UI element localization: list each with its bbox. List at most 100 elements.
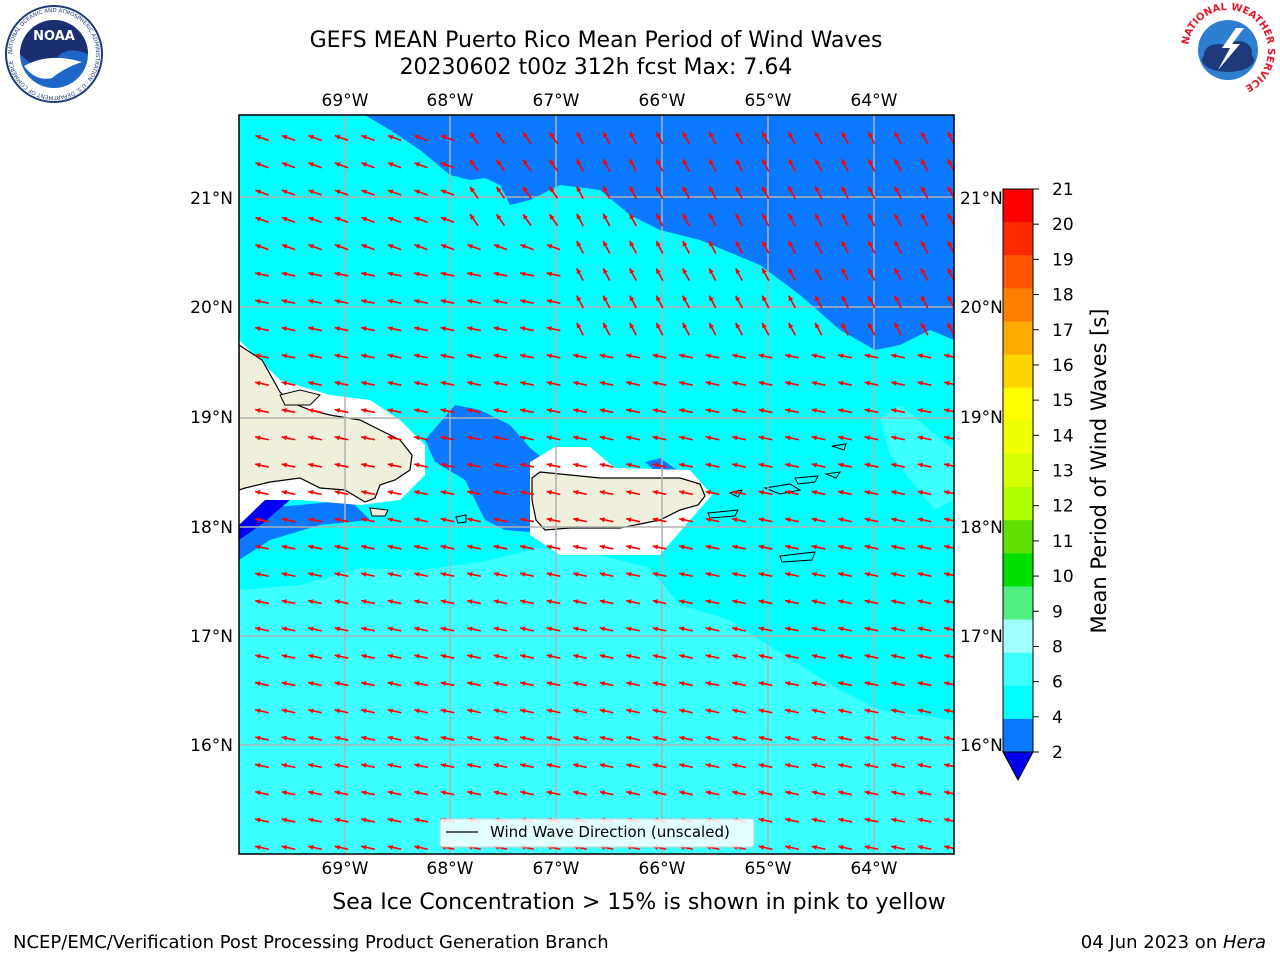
wave-direction-arrow: [867, 322, 876, 336]
wave-direction-arrow: [572, 571, 588, 578]
lat-label: 20°N: [190, 298, 233, 318]
wave-direction-arrow: [652, 490, 667, 496]
wave-direction-arrow: [360, 599, 376, 605]
wave-direction-arrow: [867, 131, 876, 145]
wave-direction-arrow: [837, 626, 853, 632]
wave-direction-arrow: [576, 295, 584, 309]
wave-direction-arrow: [947, 186, 954, 200]
land-st-croix: [779, 551, 816, 563]
lon-label: 66°W: [639, 91, 686, 111]
wave-direction-arrow: [281, 653, 296, 659]
wave-direction-arrow: [625, 763, 641, 769]
wave-direction-arrow: [708, 322, 717, 336]
wave-direction-arrow: [682, 240, 690, 254]
wave-direction-arrow: [360, 490, 376, 496]
wave-direction-arrow: [599, 763, 614, 769]
wave-direction-arrow: [761, 240, 770, 254]
wave-direction-arrow: [413, 271, 429, 277]
wave-direction-arrow: [920, 131, 929, 145]
wave-direction-arrow: [811, 353, 826, 359]
wave-direction-arrow: [599, 380, 614, 386]
wave-direction-arrow: [360, 681, 376, 687]
wave-direction-arrow: [360, 653, 376, 659]
wave-direction-arrow: [784, 735, 800, 741]
wave-direction-arrow: [678, 517, 694, 523]
wave-direction-arrow: [466, 763, 482, 769]
wave-direction-arrow: [708, 240, 717, 254]
wave-direction-arrow: [890, 435, 906, 441]
colorbar-segment: [1003, 619, 1033, 654]
wave-direction-arrow: [758, 844, 773, 851]
wave-direction-arrow: [466, 735, 482, 741]
wave-direction-arrow: [466, 517, 482, 523]
wave-direction-arrow: [625, 380, 641, 386]
wave-direction-arrow: [758, 708, 773, 714]
wave-direction-arrow: [599, 353, 614, 359]
wave-direction-arrow: [466, 408, 482, 414]
wave-direction-arrow: [837, 763, 853, 769]
wave-direction-arrow: [735, 186, 743, 200]
wave-direction-arrow: [281, 216, 296, 224]
wave-direction-arrow: [890, 844, 906, 851]
wave-direction-arrow: [413, 380, 429, 386]
wave-direction-arrow: [360, 844, 376, 851]
wave-direction-arrow: [576, 131, 584, 145]
wave-direction-arrow: [682, 131, 690, 145]
wave-direction-arrow: [652, 435, 667, 441]
wave-direction-arrow: [413, 763, 429, 769]
wave-direction-arrow: [572, 490, 588, 496]
wave-direction-arrow: [678, 653, 694, 659]
wave-direction-arrow: [837, 681, 853, 687]
wave-direction-arrow: [387, 817, 402, 823]
wave-direction-arrow: [758, 380, 773, 386]
wave-direction-arrow: [811, 571, 826, 578]
wave-direction-arrow: [546, 435, 561, 441]
wave-direction-arrow: [629, 240, 637, 254]
wave-direction-arrow: [920, 295, 929, 309]
wave-direction-arrow: [254, 735, 270, 741]
wave-direction-arrow: [890, 735, 906, 741]
wave-direction-arrow: [546, 626, 561, 632]
wave-direction-arrow: [920, 322, 929, 336]
wave-direction-arrow: [334, 380, 349, 386]
wave-direction-arrow: [572, 763, 588, 769]
wave-direction-arrow: [678, 490, 694, 496]
wave-direction-arrow: [307, 408, 323, 414]
wave-direction-arrow: [281, 326, 296, 332]
wave-direction-arrow: [655, 131, 664, 145]
wave-direction-arrow: [546, 571, 561, 578]
wave-direction-arrow: [788, 267, 796, 282]
wave-direction-arrow: [811, 735, 826, 741]
wave-direction-arrow: [519, 763, 535, 769]
colorbar-tick-label: 9: [1052, 602, 1063, 622]
wave-direction-arrow: [466, 681, 482, 687]
wave-direction-arrow: [334, 271, 349, 277]
wave-direction-arrow: [920, 267, 929, 282]
wave-direction-arrow: [625, 435, 641, 441]
wave-direction-arrow: [682, 158, 690, 172]
wave-direction-arrow: [546, 599, 561, 605]
wave-direction-arrow: [917, 517, 932, 523]
wave-direction-arrow: [917, 681, 932, 687]
wave-direction-arrow: [307, 681, 323, 687]
wave-direction-arrow: [519, 735, 535, 741]
wave-direction-arrow: [440, 517, 455, 523]
wave-direction-arrow: [788, 131, 796, 145]
wave-direction-arrow: [493, 380, 508, 386]
wave-direction-arrow: [705, 544, 720, 550]
wave-direction-arrow: [917, 462, 932, 468]
wave-direction-arrow: [599, 790, 614, 796]
wave-direction-arrow: [947, 267, 954, 282]
wave-direction-arrow: [947, 322, 954, 336]
wave-direction-arrow: [440, 244, 455, 251]
wave-direction-arrow: [361, 216, 375, 224]
wave-direction-arrow: [495, 159, 506, 172]
wave-direction-arrow: [387, 599, 402, 605]
wave-direction-arrow: [334, 599, 349, 605]
wave-direction-arrow: [572, 735, 588, 741]
wave-direction-arrow: [387, 763, 402, 769]
wave-direction-arrow: [890, 708, 906, 714]
wave-direction-arrow: [947, 158, 954, 172]
wave-direction-arrow: [334, 763, 349, 769]
lon-label: 68°W: [427, 91, 474, 111]
